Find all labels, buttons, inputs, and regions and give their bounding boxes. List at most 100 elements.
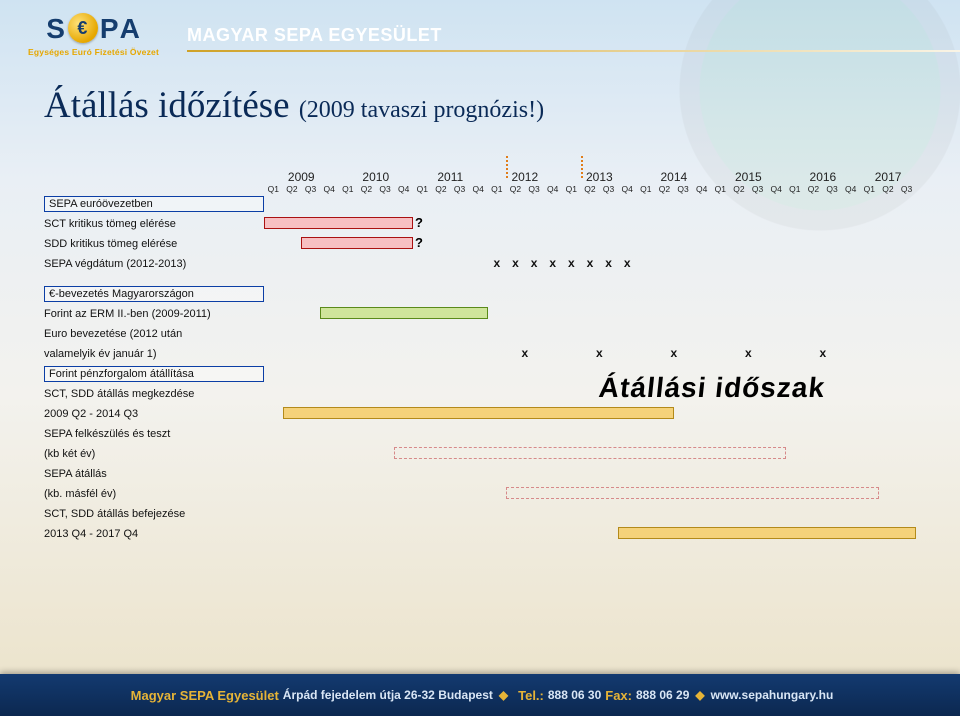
gantt-row: SEPA végdátum (2012-2013)xxxxxxxx (44, 254, 916, 274)
gantt-row: valamelyik év január 1) xxxxx (44, 344, 916, 364)
gantt-row-label: SEPA felkészülés és teszt (44, 428, 264, 440)
gantt-row-label: valamelyik év január 1) (44, 348, 264, 360)
slide-title: Átállás időzítése (2009 tavaszi prognózi… (44, 84, 916, 127)
footer-bar: Magyar SEPA Egyesület Árpád fejedelem út… (0, 674, 960, 716)
gantt-row-timeline (264, 504, 916, 524)
slide-title-area: Átállás időzítése (2009 tavaszi prognózi… (0, 70, 960, 127)
logo-letter: S (46, 13, 66, 45)
quarter-label: Q1 (413, 184, 432, 194)
quarter-label: Q4 (469, 184, 488, 194)
gantt-row-label: (kb. másfél év) (44, 488, 264, 500)
gantt-row: (kb két év) (44, 444, 916, 464)
gantt-row-timeline (264, 324, 916, 344)
gantt-row-timeline (264, 444, 916, 464)
gantt-row-timeline (264, 194, 916, 214)
question-mark: ? (415, 215, 423, 230)
logo-letter: P (100, 13, 120, 45)
gantt-row: (kb. másfél év) (44, 484, 916, 504)
quarter-label: Q1 (786, 184, 805, 194)
gantt-row: SEPA felkészülés és teszt (44, 424, 916, 444)
year-label: 2014 (637, 170, 712, 184)
gantt-row-timeline (264, 464, 916, 484)
milestone-marker (506, 156, 508, 178)
sepa-logo-word: S € P A (46, 13, 141, 45)
quarter-label: Q1 (637, 184, 656, 194)
year-label: 2013 (562, 170, 637, 184)
gantt-row-timeline: ? (264, 234, 916, 254)
footer-web: www.sepahungary.hu (711, 688, 834, 702)
year-label: 2009 (264, 170, 339, 184)
gantt-row-label: SEPA átállás (44, 468, 264, 480)
quarter-label: Q3 (450, 184, 469, 194)
quarter-label: Q2 (581, 184, 600, 194)
year-label: 2011 (413, 170, 488, 184)
gantt-row: SDD kritikus tömeg elérése? (44, 234, 916, 254)
gantt-row-timeline (264, 284, 916, 304)
sepa-logo: S € P A Egységes Euró Fizetési Övezet (28, 13, 159, 57)
gantt-row-label: 2009 Q2 - 2014 Q3 (44, 408, 264, 420)
transition-period-label: Átállási időszak (598, 372, 827, 404)
gantt-row-label: SEPA végdátum (2012-2013) (44, 258, 264, 270)
gantt-bar (283, 407, 674, 419)
quarter-label: Q4 (618, 184, 637, 194)
quarter-label: Q4 (543, 184, 562, 194)
quarter-label: Q1 (562, 184, 581, 194)
gantt-quarters-row: Q1Q2Q3Q4Q1Q2Q3Q4Q1Q2Q3Q4Q1Q2Q3Q4Q1Q2Q3Q4… (44, 184, 916, 194)
gantt-row: Forint az ERM II.-ben (2009-2011) (44, 304, 916, 324)
header-title: MAGYAR SEPA EGYESÜLET (187, 25, 442, 46)
quarter-label: Q1 (488, 184, 507, 194)
quarter-label: Q2 (283, 184, 302, 194)
quarter-label: Q2 (879, 184, 898, 194)
gantt-row-timeline: ? (264, 214, 916, 234)
footer-address: Árpád fejedelem útja 26-32 Budapest (283, 688, 493, 702)
gantt-row-timeline (264, 484, 916, 504)
gantt-row-timeline (264, 304, 916, 324)
quarter-label: Q1 (860, 184, 879, 194)
gantt-row-label: Forint az ERM II.-ben (2009-2011) (44, 308, 264, 320)
gantt-row-label: SCT, SDD átállás befejezése (44, 508, 264, 520)
quarter-label: Q2 (655, 184, 674, 194)
quarter-label: Q4 (767, 184, 786, 194)
quarter-label: Q3 (301, 184, 320, 194)
euro-coin-icon: € (68, 13, 98, 43)
quarter-label: Q2 (357, 184, 376, 194)
quarter-label: Q3 (674, 184, 693, 194)
quarter-label: Q3 (599, 184, 618, 194)
gantt-row: SCT kritikus tömeg elérése? (44, 214, 916, 234)
gantt-row-label: (kb két év) (44, 448, 264, 460)
gantt-row: 2009 Q2 - 2014 Q3 (44, 404, 916, 424)
gantt-row-timeline (264, 524, 916, 544)
gantt-bar (301, 237, 413, 249)
x-marks: xxxxx (488, 346, 861, 360)
quarter-label: Q1 (339, 184, 358, 194)
year-label: 2010 (339, 170, 414, 184)
quarter-label: Q2 (804, 184, 823, 194)
quarter-label: Q3 (823, 184, 842, 194)
gantt-row: €-bevezetés Magyarországon (44, 284, 916, 304)
gantt-chart: 200920102011201220132014201520162017Q1Q2… (44, 170, 916, 544)
year-label: 2012 (488, 170, 563, 184)
gantt-bar (618, 527, 916, 539)
logo-tagline: Egységes Euró Fizetési Övezet (28, 47, 159, 57)
gantt-bar (394, 447, 785, 459)
slide-title-main: Átállás időzítése (44, 85, 290, 126)
footer-org: Magyar SEPA Egyesület (131, 688, 279, 703)
slide: S € P A Egységes Euró Fizetési Övezet MA… (0, 0, 960, 716)
gantt-row: Euro bevezetése (2012 után (44, 324, 916, 344)
quarter-label: Q4 (394, 184, 413, 194)
gantt-row-timeline (264, 404, 916, 424)
gantt-row-label: Euro bevezetése (2012 után (44, 328, 264, 340)
gantt-row-label: SDD kritikus tömeg elérése (44, 238, 264, 250)
gantt-row-label: Forint pénzforgalom átállítása (44, 366, 264, 382)
gantt-row-timeline (264, 424, 916, 444)
logo-letter: A (120, 13, 141, 45)
quarter-label: Q2 (506, 184, 525, 194)
quarter-label: Q2 (730, 184, 749, 194)
milestone-marker (581, 156, 583, 178)
quarter-label: Q4 (320, 184, 339, 194)
separator-icon: ◆ (695, 688, 704, 702)
year-label: 2015 (711, 170, 786, 184)
quarter-label: Q3 (376, 184, 395, 194)
quarter-label: Q1 (711, 184, 730, 194)
quarter-label: Q4 (692, 184, 711, 194)
